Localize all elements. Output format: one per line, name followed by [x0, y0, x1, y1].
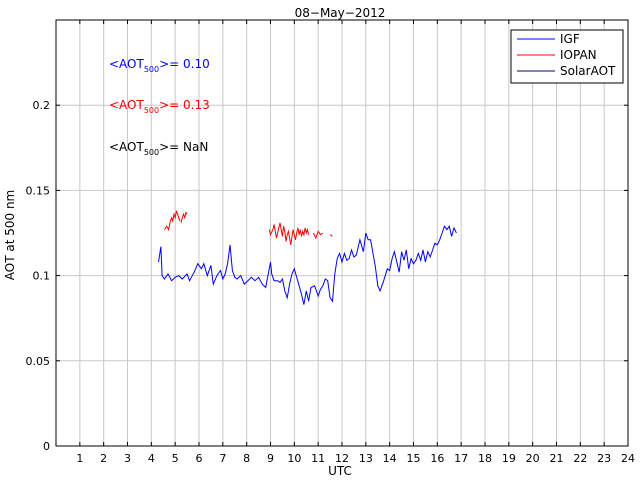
- axis-ticks: 1 2 3 4 5 6 7 8 9 10 11 12 13 14 15 16 17 18 19 20 21 22 23 240…: [26, 20, 635, 465]
- x-tick-label: 8: [243, 452, 250, 465]
- mean-aot-annotation: <AOT500>= 0.10: [109, 57, 210, 74]
- legend-label-iopan: IOPAN: [560, 48, 597, 62]
- x-tick-label: 15: [407, 452, 421, 465]
- x-tick-label: 22: [573, 452, 587, 465]
- x-tick-label: 6: [196, 452, 203, 465]
- x-tick-label: 21: [550, 452, 564, 465]
- series-line-iopan: [329, 234, 333, 237]
- x-tick-label: 1: [76, 452, 83, 465]
- x-tick-label: 14: [383, 452, 397, 465]
- legend-label-solaraot: SolarAOT: [560, 64, 616, 78]
- y-tick-label: 0.05: [26, 355, 51, 368]
- y-tick-label: 0.2: [33, 99, 51, 112]
- x-tick-label: 16: [430, 452, 444, 465]
- data-series: [158, 210, 457, 305]
- series-line-iopan: [180, 211, 188, 223]
- mean-aot-annotation: <AOT500>= NaN: [109, 140, 208, 157]
- series-line-iopan: [163, 210, 181, 232]
- x-tick-label: 12: [335, 452, 349, 465]
- x-tick-label: 20: [526, 452, 540, 465]
- grid-lines: [56, 20, 629, 446]
- x-tick-label: 9: [267, 452, 274, 465]
- x-tick-label: 11: [311, 452, 325, 465]
- x-tick-label: 13: [359, 452, 373, 465]
- y-tick-label: 0.15: [26, 184, 51, 197]
- x-tick-label: 10: [287, 452, 301, 465]
- series-line-iopan: [268, 222, 310, 245]
- mean-aot-annotations: <AOT500>= 0.10 <AOT500>= 0.13 <AOT500>= Na…: [109, 57, 210, 157]
- x-tick-label: 18: [478, 452, 492, 465]
- x-tick-label: 17: [454, 452, 468, 465]
- x-axis-label: UTC: [328, 464, 352, 478]
- chart-title: 08−May−2012: [295, 6, 386, 20]
- x-tick-label: 4: [148, 452, 155, 465]
- x-tick-label: 24: [621, 452, 635, 465]
- x-tick-label: 23: [597, 452, 611, 465]
- x-tick-label: 3: [124, 452, 131, 465]
- mean-aot-annotation: <AOT500>= 0.13: [109, 98, 210, 115]
- x-tick-label: 7: [219, 452, 226, 465]
- y-tick-label: 0: [43, 440, 50, 453]
- series-line-iopan: [312, 230, 324, 240]
- x-tick-label: 19: [502, 452, 516, 465]
- x-tick-label: 2: [100, 452, 107, 465]
- x-tick-label: 5: [172, 452, 179, 465]
- legend-label-igf: IGF: [560, 32, 580, 46]
- series-line-igf: [158, 224, 457, 305]
- legend: IGF IOPAN SolarAOT: [510, 29, 624, 84]
- y-tick-label: 0.1: [33, 270, 51, 283]
- y-axis-label: AOT at 500 nm: [3, 190, 17, 280]
